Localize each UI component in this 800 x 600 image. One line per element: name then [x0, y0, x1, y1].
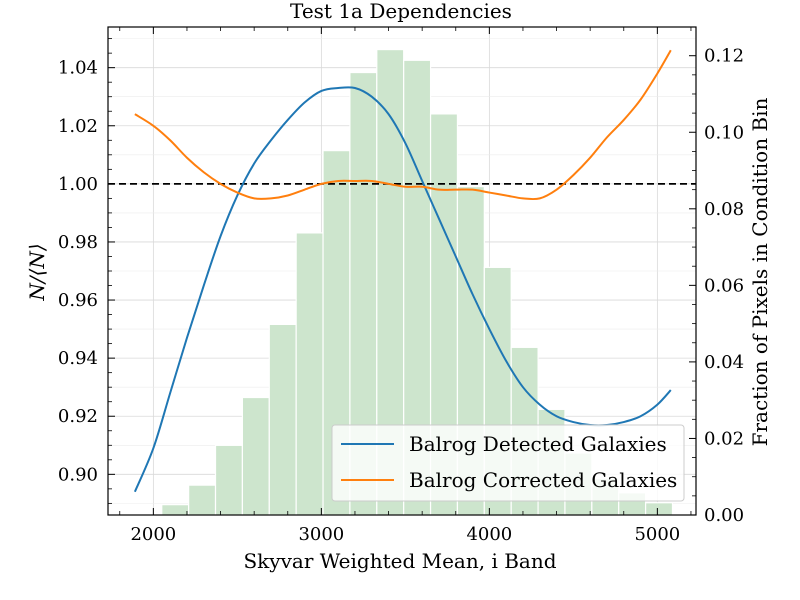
histogram-bar	[295, 232, 324, 516]
y-right-tick-label: 0.04	[704, 352, 744, 373]
y-left-tick-label: 0.92	[58, 406, 98, 427]
histogram-bar	[644, 502, 674, 516]
legend-box	[331, 424, 685, 502]
histogram-bar	[188, 484, 217, 516]
y-right-tick-label: 0.10	[704, 122, 744, 143]
x-axis-ticks: 2000 3000 4000 5000	[119, 27, 692, 545]
histogram-bar	[161, 504, 190, 516]
y-left-tick-label: 1.04	[58, 58, 98, 79]
legend-label-corrected: Balrog Corrected Galaxies	[409, 468, 677, 492]
x-tick-label: 3000	[298, 524, 344, 545]
series-line-corrected	[134, 49, 672, 201]
x-tick-label: 4000	[466, 524, 512, 545]
series-lines	[133, 49, 672, 493]
histogram-bar	[268, 323, 297, 516]
legend-label-detected: Balrog Detected Galaxies	[409, 432, 667, 456]
histogram-bar	[214, 444, 244, 516]
histogram-bar	[241, 396, 270, 516]
x-tick-label: 2000	[130, 524, 176, 545]
y-left-tick-label: 0.98	[58, 232, 98, 253]
y-left-tick-label: 1.00	[58, 174, 98, 195]
y-left-axis-ticks: 0.90 0.92 0.94 0.96 0.98 1.00 1.02 1.04	[58, 38, 115, 504]
y-right-tick-label: 0.06	[704, 275, 744, 296]
y-left-tick-label: 0.96	[58, 290, 98, 311]
y-left-tick-label: 1.02	[58, 116, 98, 137]
x-axis-label: Skyvar Weighted Mean, i Band	[243, 549, 556, 573]
y-left-tick-label: 0.94	[58, 348, 98, 369]
legend: Balrog Detected Galaxies Balrog Correcte…	[331, 424, 685, 502]
series-line-detected	[133, 86, 672, 493]
y-right-tick-label: 0.02	[704, 428, 744, 449]
y-right-axis-label: Fraction of Pixels in Condition Bin	[748, 97, 772, 446]
y-right-tick-label: 0.00	[704, 505, 744, 526]
y-right-axis-ticks: 0.00 0.02 0.04 0.06 0.08 0.10 0.12	[689, 46, 744, 526]
y-right-tick-label: 0.08	[704, 199, 744, 220]
y-right-tick-label: 0.12	[704, 46, 744, 67]
chart-title: Test 1a Dependencies	[290, 0, 512, 23]
y-left-axis-label: N/⟨N⟩	[25, 243, 49, 301]
x-tick-label: 5000	[634, 524, 680, 545]
y-left-tick-label: 0.90	[58, 464, 98, 485]
